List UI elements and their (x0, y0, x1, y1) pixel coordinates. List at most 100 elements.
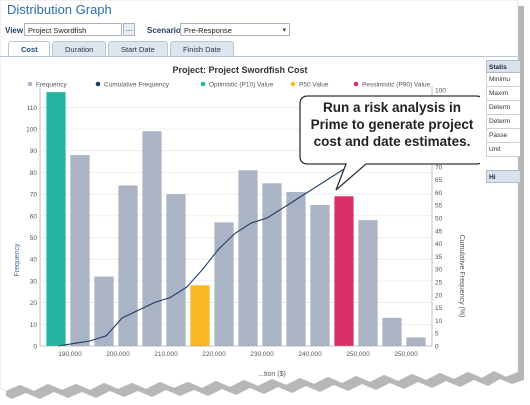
y2-tick-label: 65 (435, 177, 443, 184)
stats-row-maximum: Maxim (486, 87, 520, 101)
x-tick-label: 230,000 (250, 351, 274, 358)
y2-tick-label: 25 (435, 280, 443, 287)
legend-label: Frequency (36, 82, 67, 89)
bar-frequency (262, 183, 282, 346)
y2-tick-label: 70 (435, 164, 443, 171)
legend-label: P50 Value (299, 82, 329, 89)
legend-swatch (353, 81, 359, 87)
legend-swatch (27, 81, 33, 87)
y2-axis-title: Cumulative Frequency (%) (458, 235, 465, 318)
callout-bubble (299, 95, 480, 191)
stats-row-deterministic-1: Determ (486, 101, 520, 115)
tab-divider (0, 56, 520, 57)
y2-tick-label: 55 (435, 203, 443, 210)
y-tick-label: 60 (30, 213, 38, 220)
histogram-header: Hi (486, 170, 520, 183)
y-tick-label: 110 (27, 105, 38, 112)
tab-start-date[interactable]: Start Date (108, 41, 168, 56)
chart-bars (46, 92, 426, 346)
callout-line-2: Prime to generate project (310, 117, 474, 132)
legend-swatch (95, 81, 101, 87)
y2-tick-label: 40 (435, 241, 443, 248)
bar-frequency (214, 222, 234, 346)
bar-p10 (46, 92, 66, 346)
app-window: Distribution Graph View Project Swordfis… (0, 2, 520, 378)
chart-title: Project: Project Swordfish Cost (172, 65, 307, 75)
x-axis-title: ...tion ($) (258, 371, 286, 378)
bar-frequency (166, 194, 186, 346)
legend-swatch (290, 81, 296, 87)
y2-tick-label: 5 (435, 331, 439, 338)
y-tick-label: 80 (30, 170, 38, 177)
bar-frequency (406, 337, 426, 346)
x-tick-label: 200,000 (106, 351, 130, 358)
x-axis: 190,000 200,000 210,000 220,000 230,000 240,0… (40, 345, 432, 358)
y2-tick-label: 50 (435, 216, 443, 223)
x-tick-label: 240,000 (298, 351, 322, 358)
x-tick-label: 190,000 (58, 351, 82, 358)
y-axis-title: Frequency (14, 243, 21, 277)
y-tick-label: 90 (30, 148, 38, 155)
y2-tick-label: 15 (435, 305, 443, 312)
legend-label: Cumulative Frequency (104, 82, 170, 89)
stats-row-passes: Passe (486, 129, 520, 143)
view-select-value: Project Swordfish (28, 26, 87, 35)
stats-row-deterministic-2: Determ (486, 115, 520, 129)
bar-p90 (334, 196, 354, 346)
y2-tick-label: 0 (435, 344, 439, 351)
y-tick-label: 40 (30, 257, 38, 264)
bar-frequency (358, 220, 378, 346)
legend-label: Pessimistic (P90) Value (362, 82, 431, 89)
chart-legend: Frequency Cumulative Frequency Optimistic … (27, 81, 431, 89)
tab-finish-date[interactable]: Finish Date (170, 41, 234, 56)
x-tick-label: 220,000 (202, 351, 226, 358)
bar-frequency (70, 155, 90, 346)
y2-tick-label: 20 (435, 292, 443, 299)
y-axis: 0 10 20 30 40 50 60 70 80 90 100 110 (26, 86, 41, 351)
chevron-down-icon: ▾ (282, 27, 286, 34)
page-title: Distribution Graph (7, 2, 112, 17)
callout-line-3: cost and date estimates. (313, 134, 471, 149)
scenario-label: Scenario (147, 26, 181, 35)
distribution-chart: Project: Project Swordfish Cost Frequenc… (14, 65, 480, 378)
scenario-select[interactable]: Pre-Response ▾ (180, 23, 290, 36)
stats-row-minimum: Minimu (486, 73, 520, 87)
y2-tick-label: 100 (435, 88, 446, 95)
scenario-select-value: Pre-Response (184, 26, 232, 35)
y-tick-label: 10 (30, 322, 38, 329)
y-tick-label: 30 (30, 278, 38, 285)
legend-swatch (200, 81, 206, 87)
callout-line-1: Run a risk analysis in (322, 100, 462, 115)
stats-row-units: Unit (486, 143, 520, 157)
y2-tick-label: 60 (435, 190, 443, 197)
callout-text: Run a risk analysis in Prime to generate… (300, 99, 484, 150)
bar-p50 (190, 285, 210, 346)
x-tick-label: 210,000 (154, 351, 178, 358)
view-label: View (5, 26, 24, 35)
x-tick-label: 250,000 (394, 351, 418, 358)
y2-tick-label: 45 (435, 228, 443, 235)
tab-duration[interactable]: Duration (52, 41, 106, 56)
y-tick-label: 70 (30, 192, 38, 199)
y2-tick-label: 10 (435, 318, 443, 325)
y2-tick-label: 30 (435, 267, 443, 274)
y-tick-label: 0 (33, 344, 37, 351)
bar-frequency (94, 276, 114, 346)
tab-cost[interactable]: Cost (8, 41, 50, 56)
bar-frequency (118, 185, 138, 346)
bar-frequency (238, 170, 258, 346)
view-browse-button[interactable]: ... (123, 23, 135, 36)
y-tick-label: 20 (30, 300, 38, 307)
bar-frequency (142, 131, 162, 346)
y-tick-label: 100 (26, 127, 37, 134)
y-tick-label: 50 (30, 235, 38, 242)
x-tick-label: 250,000 (346, 351, 370, 358)
bar-frequency (286, 191, 306, 346)
bar-frequency (310, 204, 330, 346)
bar-frequency (382, 317, 402, 346)
y2-tick-label: 35 (435, 254, 443, 261)
statistics-header: Statis (486, 60, 520, 73)
legend-label: Optimistic (P10) Value (209, 82, 274, 89)
view-select[interactable]: Project Swordfish (24, 23, 122, 36)
toolbar: View Project Swordfish ... Scenario Pre-… (0, 22, 520, 40)
